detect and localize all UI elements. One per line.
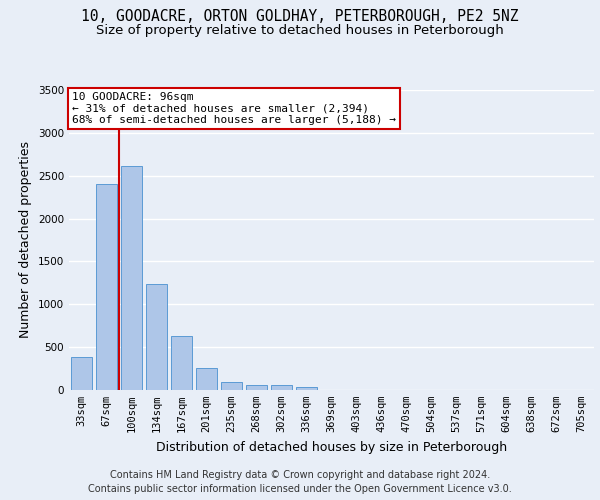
Bar <box>196 368 217 390</box>
Text: 10 GOODACRE: 96sqm
← 31% of detached houses are smaller (2,394)
68% of semi-deta: 10 GOODACRE: 96sqm ← 31% of detached hou… <box>71 92 395 124</box>
Bar <box>171 336 192 390</box>
Bar <box>296 386 317 390</box>
Y-axis label: Number of detached properties: Number of detached properties <box>19 142 32 338</box>
Bar <box>146 284 167 390</box>
Bar <box>271 386 292 390</box>
Text: Contains HM Land Registry data © Crown copyright and database right 2024.
Contai: Contains HM Land Registry data © Crown c… <box>88 470 512 494</box>
Bar <box>71 356 92 390</box>
Bar <box>246 385 267 390</box>
Bar <box>121 166 142 390</box>
Text: 10, GOODACRE, ORTON GOLDHAY, PETERBOROUGH, PE2 5NZ: 10, GOODACRE, ORTON GOLDHAY, PETERBOROUG… <box>81 9 519 24</box>
Bar <box>221 382 242 390</box>
Text: Size of property relative to detached houses in Peterborough: Size of property relative to detached ho… <box>96 24 504 37</box>
X-axis label: Distribution of detached houses by size in Peterborough: Distribution of detached houses by size … <box>156 440 507 454</box>
Bar <box>96 184 117 390</box>
